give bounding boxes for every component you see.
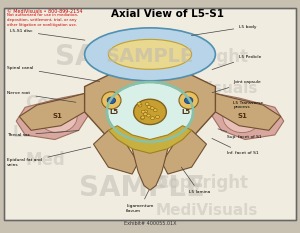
Ellipse shape bbox=[138, 104, 142, 107]
Ellipse shape bbox=[184, 97, 193, 104]
Ellipse shape bbox=[134, 99, 166, 125]
Ellipse shape bbox=[146, 114, 150, 117]
Text: Spinal canal: Spinal canal bbox=[7, 66, 100, 82]
Polygon shape bbox=[16, 93, 91, 140]
Ellipse shape bbox=[140, 116, 144, 119]
Text: Nerve root: Nerve root bbox=[7, 92, 76, 102]
Ellipse shape bbox=[145, 103, 149, 106]
Ellipse shape bbox=[141, 110, 145, 113]
Text: L5: L5 bbox=[181, 109, 190, 115]
Text: L5 Pedicle: L5 Pedicle bbox=[212, 55, 262, 70]
Ellipse shape bbox=[179, 92, 198, 109]
Text: Axial View of L5-S1: Axial View of L5-S1 bbox=[111, 9, 224, 19]
Polygon shape bbox=[94, 130, 138, 174]
Ellipse shape bbox=[102, 92, 121, 109]
Ellipse shape bbox=[137, 102, 141, 105]
Text: Ligamentum
flavum: Ligamentum flavum bbox=[126, 190, 154, 213]
Text: Joint capsule: Joint capsule bbox=[212, 80, 261, 93]
Text: SAMPLE: SAMPLE bbox=[55, 43, 181, 71]
Polygon shape bbox=[209, 93, 284, 140]
Text: S1: S1 bbox=[53, 113, 63, 120]
Text: SAMPLE: SAMPLE bbox=[79, 174, 205, 202]
Ellipse shape bbox=[153, 109, 157, 112]
Text: Copyright: Copyright bbox=[156, 174, 248, 192]
FancyBboxPatch shape bbox=[4, 8, 296, 220]
Text: Thecal sac: Thecal sac bbox=[7, 130, 79, 137]
Ellipse shape bbox=[150, 107, 154, 110]
Text: L5 body: L5 body bbox=[191, 25, 257, 35]
Text: Copy: Copy bbox=[25, 94, 72, 112]
Text: Not authorized for use in mediation,
deposition, settlement, trial, or any
other: Not authorized for use in mediation, dep… bbox=[7, 13, 79, 27]
Polygon shape bbox=[19, 93, 91, 130]
Ellipse shape bbox=[143, 113, 147, 116]
Polygon shape bbox=[132, 144, 168, 190]
Ellipse shape bbox=[156, 115, 159, 118]
Ellipse shape bbox=[223, 100, 262, 133]
Text: Med: Med bbox=[25, 151, 65, 169]
Ellipse shape bbox=[108, 39, 192, 69]
Ellipse shape bbox=[144, 110, 148, 113]
Text: MediVisuals: MediVisuals bbox=[156, 203, 258, 218]
Text: SAMPLE: SAMPLE bbox=[106, 47, 194, 66]
Polygon shape bbox=[85, 70, 215, 149]
Text: L5-S1 disc: L5-S1 disc bbox=[10, 29, 85, 40]
Ellipse shape bbox=[85, 28, 215, 81]
Text: MediVisuals: MediVisuals bbox=[156, 81, 258, 96]
Text: Inf. facet of S1: Inf. facet of S1 bbox=[212, 138, 259, 155]
Text: Epidural fat and
veins: Epidural fat and veins bbox=[7, 147, 91, 167]
Ellipse shape bbox=[147, 105, 151, 108]
Text: L5: L5 bbox=[110, 109, 119, 115]
Polygon shape bbox=[108, 126, 192, 153]
Ellipse shape bbox=[107, 97, 116, 104]
Ellipse shape bbox=[141, 116, 145, 119]
Ellipse shape bbox=[107, 82, 193, 142]
Text: S1: S1 bbox=[237, 113, 247, 120]
Text: L5 Transverse
process: L5 Transverse process bbox=[233, 101, 263, 114]
Ellipse shape bbox=[151, 117, 154, 120]
Text: Sup. facet of S1: Sup. facet of S1 bbox=[218, 129, 262, 139]
Text: LE - C: LE - C bbox=[13, 125, 61, 140]
Text: Copyright: Copyright bbox=[156, 48, 248, 66]
Text: © MediVisuals • 800-899-2154: © MediVisuals • 800-899-2154 bbox=[7, 9, 83, 14]
Ellipse shape bbox=[38, 100, 77, 133]
Polygon shape bbox=[209, 93, 281, 130]
Polygon shape bbox=[162, 130, 206, 174]
Text: L5 lamina: L5 lamina bbox=[181, 167, 210, 195]
Text: Exhibit# 400055.01X: Exhibit# 400055.01X bbox=[124, 221, 176, 226]
